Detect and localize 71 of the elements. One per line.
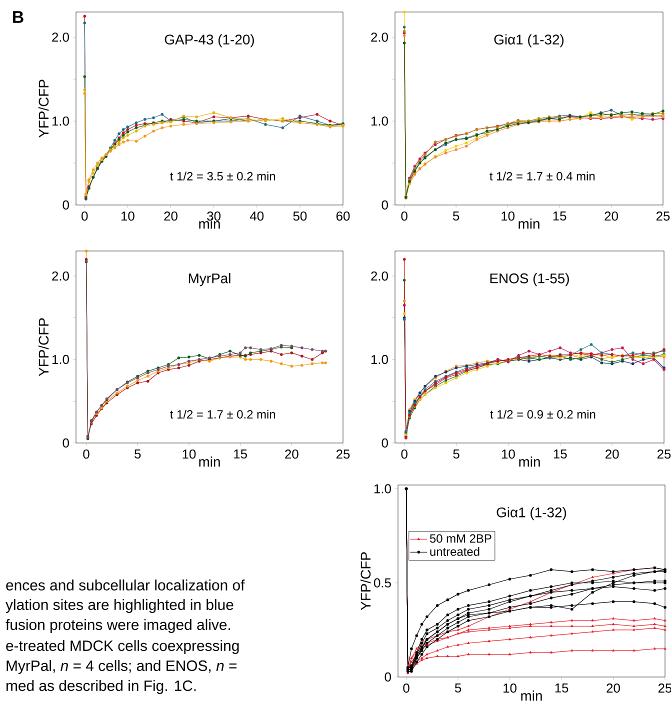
y-tick-label: 1.0 xyxy=(371,116,388,126)
y-tick-label: 0 xyxy=(62,438,69,448)
x-tick-label: 25 xyxy=(336,450,350,459)
y-tick-label: 1.0 xyxy=(371,354,388,364)
x-axis-title: min xyxy=(519,456,540,467)
x-axis-title: min xyxy=(521,690,542,701)
y-tick-label: 0 xyxy=(384,672,391,682)
text: MyrPal, n = 4 cells; and ENOS, n = xyxy=(6,660,237,674)
y-axis-title: YFP/CFP xyxy=(38,80,49,138)
x-tick-label: 5 xyxy=(454,684,462,693)
x-tick-label: 0 xyxy=(83,450,90,459)
legend-label: 50 mM 2BP xyxy=(430,534,492,543)
x-tick-label: 10 xyxy=(502,212,514,221)
x-tick-label: 15 xyxy=(553,212,566,221)
x-tick-label: 25 xyxy=(656,212,670,221)
y-tick-label: 0 xyxy=(382,200,388,210)
x-tick-label: 5 xyxy=(452,212,460,221)
text: ylation sites are highlighted in blue xyxy=(6,599,234,613)
y-tick-label: 0 xyxy=(62,200,69,210)
x-axis-title: min xyxy=(199,218,220,229)
x-tick-label: 0 xyxy=(82,212,88,221)
y-tick-label: 0.5 xyxy=(374,578,391,588)
x-tick-label: 20 xyxy=(164,212,178,221)
y-tick-label: 1.0 xyxy=(374,484,391,494)
x-tick-label: 60 xyxy=(336,212,350,221)
y-axis-title: YFP/CFP xyxy=(38,318,49,376)
y-tick-label: 2.0 xyxy=(52,32,69,42)
y-tick-label: 0 xyxy=(382,438,388,448)
y-tick-label: 1.0 xyxy=(52,116,69,126)
y-tick-label: 1.0 xyxy=(52,354,69,364)
x-tick-label: 10 xyxy=(182,450,196,459)
y-tick-label: 2.0 xyxy=(371,271,388,281)
text: ences and subcellular localization of xyxy=(6,580,245,590)
x-tick-label: 10 xyxy=(121,212,134,221)
x-tick-label: 15 xyxy=(554,450,567,459)
x-tick-label: 5 xyxy=(453,450,460,459)
x-tick-label: 20 xyxy=(604,212,618,221)
x-tick-label: 5 xyxy=(134,450,141,459)
y-axis-title: YFP/CFP xyxy=(360,552,371,610)
x-tick-label: 40 xyxy=(250,212,264,221)
x-tick-label: 15 xyxy=(234,450,247,459)
legend-label: untreated xyxy=(430,547,480,556)
x-tick-label: 0 xyxy=(401,212,408,221)
text: B xyxy=(13,11,24,23)
x-tick-label: 20 xyxy=(606,684,620,693)
annotation: t 1/2 = 1.7 ± 0.4 min xyxy=(490,172,595,180)
text: fusion proteins were imaged alive. xyxy=(6,619,230,633)
y-tick-label: 2.0 xyxy=(52,271,69,281)
x-tick-label: 50 xyxy=(293,212,307,221)
text: Giα1 (1-32) xyxy=(496,507,566,520)
text: MyrPal xyxy=(188,273,230,286)
x-tick-label: 25 xyxy=(657,450,671,459)
x-axis-title: min xyxy=(199,456,220,467)
text: Giα1 (1-32) xyxy=(494,34,564,48)
annotation: t 1/2 = 0.9 ± 0.2 min xyxy=(490,410,596,419)
x-tick-label: 10 xyxy=(504,684,516,693)
x-tick-label: 0 xyxy=(401,450,408,459)
x-tick-label: 15 xyxy=(555,684,568,693)
text: GAP-43 (1-20) xyxy=(164,34,254,48)
x-tick-label: 0 xyxy=(403,684,410,693)
annotation: t 1/2 = 1.7 ± 0.2 min xyxy=(170,410,276,419)
x-tick-label: 20 xyxy=(285,450,298,459)
x-tick-label: 30 xyxy=(207,212,221,221)
y-tick-label: 2.0 xyxy=(371,32,388,42)
x-tick-label: 20 xyxy=(606,450,619,459)
x-tick-label: 10 xyxy=(502,450,515,459)
x-axis-title: min xyxy=(518,218,540,229)
text: med as described in Fig. 1C. xyxy=(6,680,196,694)
text: e-treated MDCK cells coexpressing xyxy=(6,640,239,654)
annotation: t 1/2 = 3.5 ± 0.2 min xyxy=(170,172,276,180)
text: ENOS (1-55) xyxy=(490,273,569,286)
